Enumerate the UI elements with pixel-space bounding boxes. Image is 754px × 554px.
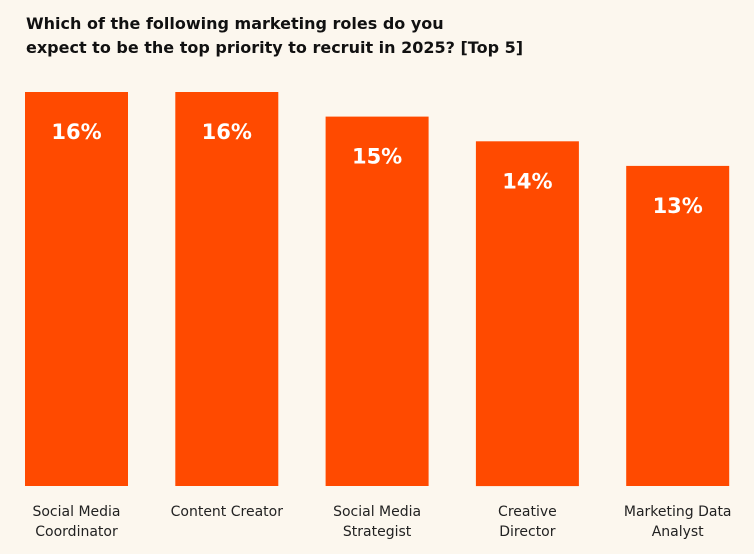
bars-group xyxy=(25,92,730,487)
value-labels-group: 16% 16% 15% 14% 13% xyxy=(51,120,702,218)
category-label-5-line-2: Analyst xyxy=(652,524,704,540)
bar-1 xyxy=(25,92,128,486)
bar-2 xyxy=(175,92,279,486)
bar-value-label-5: 13% xyxy=(653,194,703,218)
category-label-3-line-1: Social Media xyxy=(333,504,421,520)
category-label-1-line-1: Social Media xyxy=(32,504,120,520)
chart-title: Which of the following marketing roles d… xyxy=(26,12,626,60)
category-label-4-line-1: Creative xyxy=(498,504,557,520)
category-label-2-line-1: Content Creator xyxy=(171,504,284,520)
bar-3 xyxy=(325,116,429,486)
category-label-1-line-2: Coordinator xyxy=(35,524,118,540)
category-label-3-line-2: Strategist xyxy=(343,524,412,540)
category-label-4-line-2: Director xyxy=(499,524,555,540)
bar-value-label-2: 16% xyxy=(202,120,252,144)
bar-5 xyxy=(626,165,730,486)
bar-value-label-4: 14% xyxy=(502,169,552,193)
bar-value-label-3: 15% xyxy=(352,145,402,169)
category-labels-group: Social Media Coordinator Content Creator So… xyxy=(32,504,731,540)
bar-4 xyxy=(475,141,579,487)
chart-title-line-1: Which of the following marketing roles d… xyxy=(26,14,444,33)
bar-value-label-1: 16% xyxy=(51,120,101,144)
chart-title-line-2: expect to be the top priority to recruit… xyxy=(26,38,524,57)
category-label-5-line-1: Marketing Data xyxy=(624,504,732,520)
